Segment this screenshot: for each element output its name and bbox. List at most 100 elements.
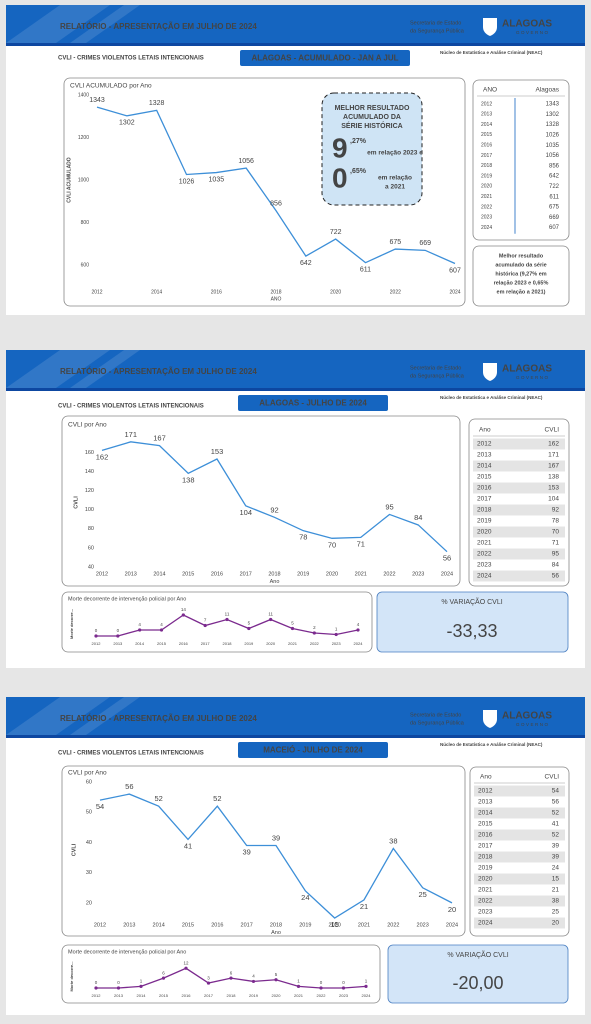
table-cell-year: 2015	[478, 821, 493, 828]
table-cell-value: 171	[548, 452, 559, 459]
x-tick-label: 2014	[151, 289, 162, 295]
report-title: RELATÓRIO - APRESENTAÇÃO EM JULHO DE 202…	[60, 714, 257, 723]
neac-text: Núcleo de Estatística e Análise Criminal…	[440, 395, 543, 400]
x-tick-label: 2017	[240, 571, 252, 577]
data-label: 611	[360, 267, 371, 274]
x-tick-label: 2017	[204, 993, 214, 998]
x-tick-label: 2020	[326, 571, 338, 577]
table-cell-year: 2012	[481, 101, 492, 107]
x-tick-label: 2019	[244, 641, 254, 646]
kpi-label: % VARIAÇÃO CVLI	[441, 597, 502, 606]
table-cell-year: 2022	[478, 898, 493, 905]
table-cell-year: 2017	[481, 153, 492, 159]
table-cell-value: 24	[552, 865, 560, 872]
table-row-bg	[473, 482, 565, 494]
table-cell-value: 1302	[546, 112, 560, 118]
data-label: 1302	[119, 120, 135, 127]
table-cell-year: 2018	[477, 507, 492, 514]
table-cell-year: 2019	[478, 865, 493, 872]
x-tick-label: 2024	[446, 922, 458, 928]
secretaria-line: Secretaria de Estado	[410, 20, 461, 26]
y-tick-label: 600	[81, 262, 90, 268]
table-cell-year: 2024	[481, 225, 492, 231]
table-cell-value: 153	[548, 485, 559, 492]
data-label: 1	[297, 979, 300, 984]
point-marker	[247, 626, 251, 631]
logo-icon	[483, 18, 497, 36]
point-marker	[364, 984, 368, 988]
data-label: 3	[207, 975, 210, 980]
data-label: 24	[301, 893, 309, 902]
data-label: 153	[211, 447, 224, 456]
table-cell-value: 1026	[546, 132, 560, 138]
table-cell-value: 54	[552, 788, 560, 795]
logo-icon	[483, 710, 497, 728]
table-row-bg	[474, 917, 565, 929]
x-tick-label: 2022	[317, 993, 327, 998]
x-tick-label: 2012	[96, 571, 108, 577]
header-stripes	[6, 697, 140, 735]
kpi-value: -20,00	[452, 973, 503, 993]
point-marker	[319, 986, 323, 990]
x-tick-label: 2024	[354, 641, 364, 646]
table-cell-year: 2015	[481, 132, 492, 138]
table-cell-value: 84	[552, 562, 560, 569]
table-cell-year: 2016	[481, 143, 492, 149]
logo-sub: GOVERNO	[516, 375, 550, 380]
x-tick-label: 2016	[211, 289, 222, 295]
table-header: Alagoas	[536, 87, 560, 94]
x-tick-label: 2013	[123, 922, 135, 928]
x-tick-label: 2012	[91, 289, 102, 295]
chart-title: CVLI ACUMULADO por Ano	[70, 83, 152, 90]
x-tick-label: 2020	[329, 922, 341, 928]
note-line: relação 2023 e 0,65%	[494, 280, 549, 286]
point-marker	[203, 623, 207, 628]
data-label: 104	[239, 508, 252, 517]
point-marker	[251, 979, 256, 984]
x-tick-label: 2020	[272, 993, 282, 998]
y-tick-label: 40	[88, 564, 94, 570]
data-label: 167	[153, 434, 166, 443]
subtitle: ALAGOAS - JULHO DE 2024	[259, 399, 367, 408]
table-cell-year: 2014	[477, 463, 492, 470]
table-cell-year: 2016	[477, 485, 492, 492]
data-label: 0	[320, 980, 323, 985]
secretaria-line: Secretaria de Estado	[410, 712, 461, 718]
kpi-card	[387, 944, 569, 1004]
note-line: acumulado da série	[495, 262, 546, 268]
x-tick-label: 2020	[330, 289, 341, 295]
x-tick-label: 2016	[179, 641, 189, 646]
point-marker	[312, 631, 316, 635]
data-label: 20	[448, 905, 456, 914]
point-marker	[356, 628, 360, 632]
table-cell-year: 2018	[481, 163, 492, 169]
data-label: 21	[360, 902, 368, 911]
note-line: Melhor resultado	[499, 253, 544, 259]
logo-text: ALAGOAS	[502, 19, 552, 30]
table-cell-year: 2016	[478, 832, 493, 839]
kpi-value: -33,33	[446, 621, 497, 641]
point-marker	[94, 986, 98, 990]
neac-text: Núcleo de Estatística e Análise Criminal…	[440, 742, 543, 747]
table-cell-value: 52	[552, 810, 560, 817]
x-tick-label: 2024	[441, 571, 453, 577]
y-axis-label: Morte decorre...	[69, 961, 74, 991]
table-cell-value: 78	[552, 518, 560, 525]
table-cell-value: 722	[549, 184, 560, 190]
table-header: Ano	[479, 427, 491, 434]
table-cell-value: 104	[548, 496, 559, 503]
y-tick-label: 160	[85, 450, 94, 456]
callout-text: em relação	[378, 175, 412, 182]
data-label: 71	[357, 539, 365, 548]
data-label: 5	[248, 621, 251, 626]
subtitle-box	[238, 742, 388, 758]
table-cell-value: 607	[549, 225, 560, 231]
point-marker	[184, 966, 188, 970]
table-cell-year: 2017	[477, 496, 492, 503]
table-row-bg	[474, 785, 565, 797]
logo-sub: GOVERNO	[516, 722, 550, 727]
table-cell-year: 2021	[478, 887, 493, 894]
x-tick-label: 2014	[153, 571, 165, 577]
